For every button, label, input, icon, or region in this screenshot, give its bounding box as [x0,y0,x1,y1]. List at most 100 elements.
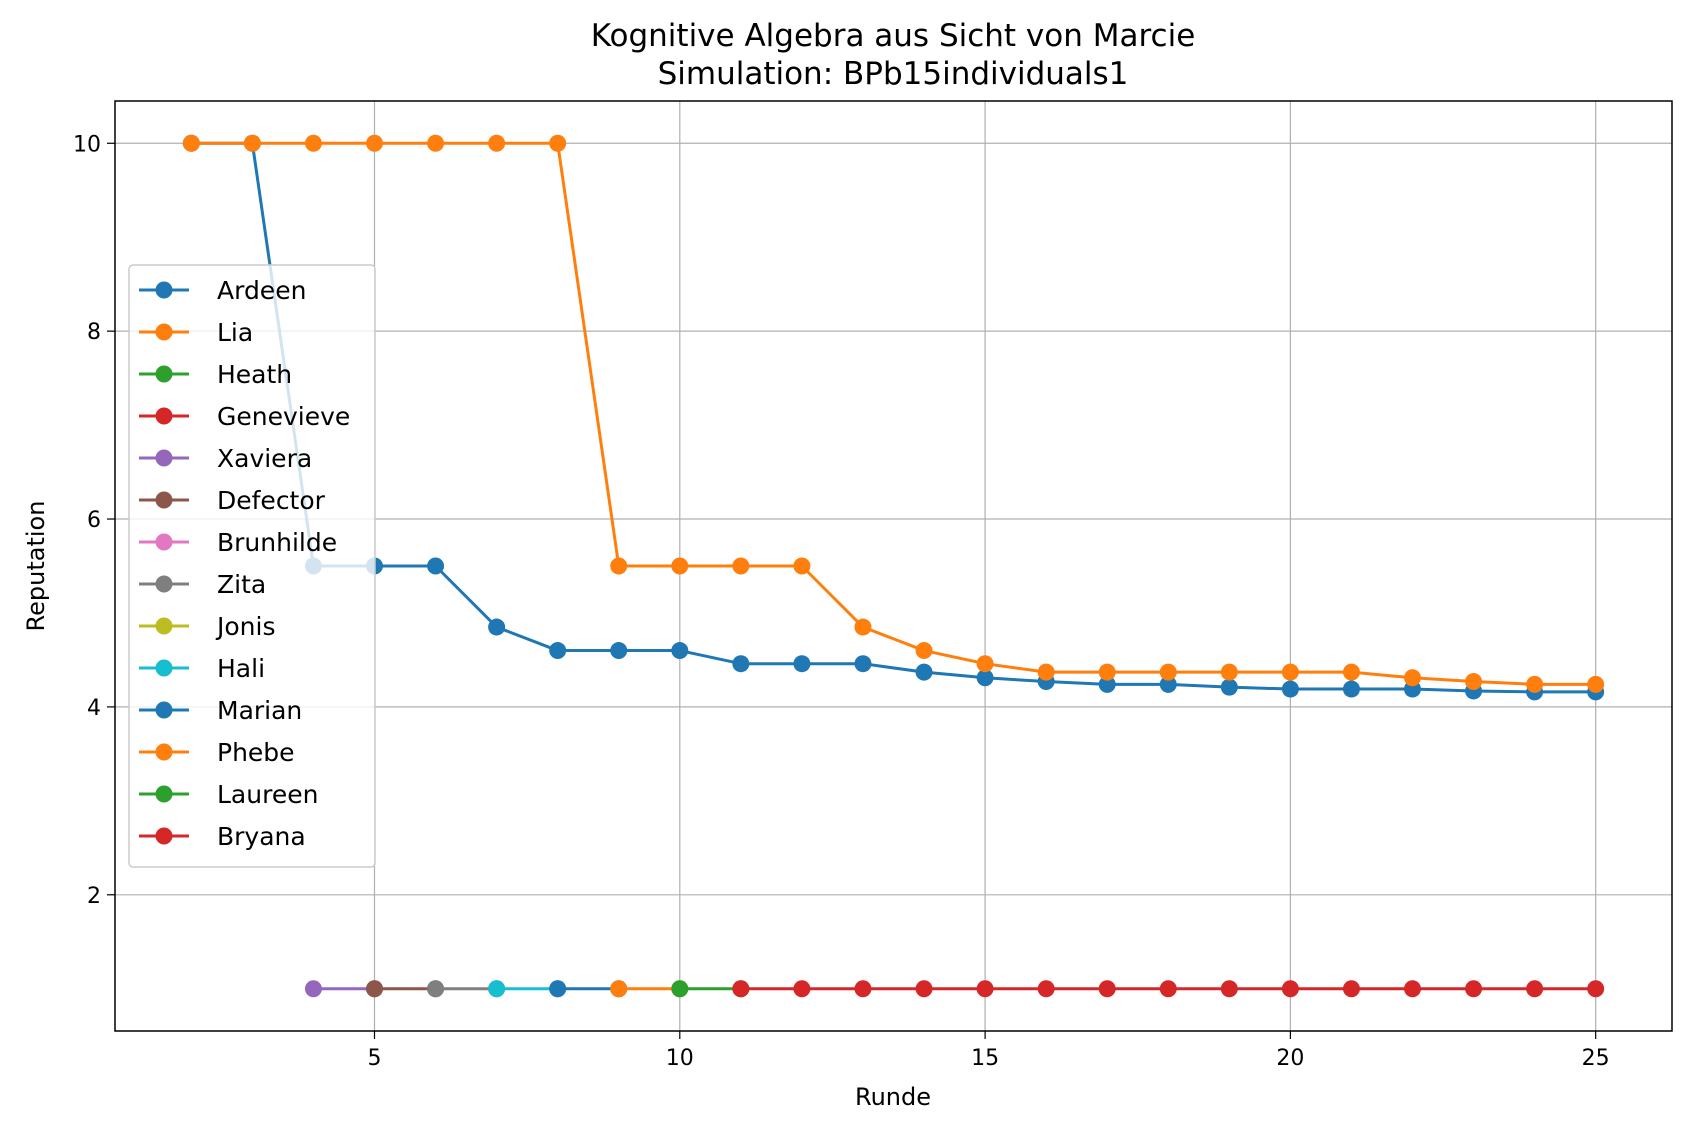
data-point-hali [488,980,506,998]
legend-label-bryana: Bryana [217,822,306,851]
data-point-phebe [610,980,628,998]
data-point-bryana [1587,980,1605,998]
legend-item-phebe: Phebe [139,738,295,767]
legend-label-heath: Heath [217,360,292,389]
legend-item-xaviera: Xaviera [139,444,312,473]
data-point-lia [1037,663,1055,681]
legend-marker-zita [155,575,173,593]
series-lines [182,134,1605,998]
legend-item-heath: Heath [139,360,292,389]
data-point-laureen [671,980,689,998]
series-line-lia [191,141,1596,686]
legend-label-genevieve: Genevieve [217,402,350,431]
data-point-lia [854,618,872,636]
legend-item-ardeen: Ardeen [139,276,306,305]
legend-marker-genevieve [155,407,173,425]
legend-label-brunhilde: Brunhilde [217,528,337,557]
legend-marker-marian [155,701,173,719]
data-point-lia [732,557,750,575]
legend-item-bryana: Bryana [139,822,306,851]
y-axis-label: Reputation [22,501,50,632]
legend-marker-hali [155,659,173,677]
legend-label-xaviera: Xaviera [217,444,312,473]
legend-item-genevieve: Genevieve [139,402,350,431]
legend-marker-heath [155,365,173,383]
data-point-lia [182,134,200,152]
data-point-bryana [732,980,750,998]
legend-item-zita: Zita [139,570,266,599]
series-line-ardeen [191,141,1596,694]
data-point-lia [976,655,994,673]
data-point-lia [1342,663,1360,681]
data-point-lia [1098,663,1116,681]
data-point-ardeen [488,618,506,636]
data-point-lia [304,134,322,152]
data-point-lia [549,134,567,152]
legend-item-brunhilde: Brunhilde [139,528,337,557]
legend-item-jonis: Jonis [139,612,275,641]
data-point-ardeen [427,557,445,575]
y-tick-label: 8 [87,320,101,345]
legend-marker-bryana [155,827,173,845]
data-point-bryana [1281,980,1299,998]
legend-item-hali: Hali [139,654,265,683]
x-tick-label: 5 [368,1046,382,1071]
legend-item-defector: Defector [139,486,326,515]
data-point-lia [1587,675,1605,693]
data-point-bryana [1342,980,1360,998]
series-bryana [732,980,1605,998]
plot-frame [114,100,1673,1032]
data-point-marian [549,980,567,998]
axis-ticks: 5 10 15 20 25 2 4 6 8 10 [73,132,1610,1071]
chart-subtitle: Simulation: BPb15individuals1 [658,56,1129,92]
legend: Ardeen Lia Heath Genevieve Xaviera Defector Br… [128,264,376,868]
data-point-bryana [915,980,933,998]
x-tick-label: 20 [1276,1046,1304,1071]
data-point-lia [1281,663,1299,681]
data-point-lia [793,557,811,575]
legend-item-lia: Lia [139,318,253,347]
data-point-lia [1404,669,1421,687]
legend-marker-xaviera [155,449,173,467]
legend-marker-brunhilde [155,533,173,551]
data-point-ardeen [610,642,628,660]
y-tick-label: 2 [87,884,101,909]
data-point-bryana [976,980,994,998]
data-point-lia [671,557,689,575]
data-point-bryana [1526,980,1544,998]
legend-label-zita: Zita [217,570,266,599]
data-point-ardeen [915,663,933,681]
legend-marker-defector [155,491,173,509]
chart-title: Kognitive Algebra aus Sicht von Marcie [591,18,1196,54]
data-point-ardeen [854,655,872,673]
data-point-zita [427,980,445,998]
data-point-bryana [1404,980,1421,998]
legend-box [128,264,376,868]
data-point-lia [915,642,933,660]
legend-marker-laureen [155,785,173,803]
legend-label-marian: Marian [217,696,302,725]
data-point-lia [1159,663,1177,681]
data-point-defector [366,980,383,998]
data-point-ardeen [549,642,567,660]
legend-marker-phebe [155,743,173,761]
x-axis-label: Runde [855,1083,931,1111]
data-point-lia [1465,673,1483,691]
legend-label-jonis: Jonis [215,612,275,641]
data-point-lia [427,134,445,152]
data-point-ardeen [671,642,689,660]
legend-label-laureen: Laureen [217,780,318,809]
data-point-ardeen [976,669,994,687]
data-point-lia [243,134,261,152]
x-tick-label: 10 [666,1046,694,1071]
x-tick-label: 15 [971,1046,999,1071]
legend-marker-ardeen [155,281,173,299]
data-point-ardeen [1159,675,1177,693]
legend-label-lia: Lia [217,318,253,347]
data-point-ardeen [1342,680,1360,698]
legend-item-marian: Marian [139,696,302,725]
data-point-lia [366,134,383,152]
data-point-ardeen [1220,678,1238,696]
legend-label-hali: Hali [217,654,265,683]
